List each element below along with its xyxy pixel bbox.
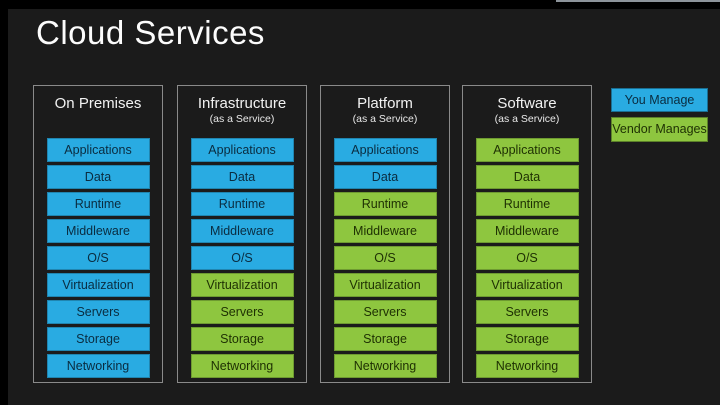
- layer-box: Networking: [475, 354, 579, 378]
- layer-stack: Applications Data Runtime Middleware O/S…: [34, 138, 162, 381]
- column-subtitle: (as a Service): [209, 113, 275, 125]
- column-title: Platform: [357, 95, 413, 112]
- layer-box: Runtime: [190, 192, 294, 216]
- layer-box: Middleware: [475, 219, 579, 243]
- layer-box: Applications: [46, 138, 150, 162]
- layer-box: Servers: [46, 300, 150, 324]
- column-iaas: Infrastructure (as a Service) Applicatio…: [177, 85, 307, 383]
- column-paas: Platform (as a Service) Applications Dat…: [320, 85, 450, 383]
- layer-box: Middleware: [190, 219, 294, 243]
- layer-box: Networking: [46, 354, 150, 378]
- top-black-bar: [0, 0, 720, 9]
- layer-box: Applications: [190, 138, 294, 162]
- legend-vendor-manages: Vendor Manages: [611, 117, 708, 142]
- layer-box: Servers: [475, 300, 579, 324]
- layer-box: Applications: [333, 138, 437, 162]
- legend: You Manage Vendor Manages: [611, 88, 708, 142]
- layer-box: Data: [475, 165, 579, 189]
- layer-box: Data: [333, 165, 437, 189]
- window-edge-highlight: [556, 0, 720, 2]
- layer-box: Middleware: [46, 219, 150, 243]
- column-title: Software: [497, 95, 557, 112]
- layer-box: O/S: [190, 246, 294, 270]
- layer-box: Servers: [333, 300, 437, 324]
- layer-box: Runtime: [46, 192, 150, 216]
- layer-box: Storage: [46, 327, 150, 351]
- layer-stack: Applications Data Runtime Middleware O/S…: [463, 138, 591, 381]
- layer-box: Networking: [190, 354, 294, 378]
- page-title: Cloud Services: [36, 14, 265, 51]
- layer-box: Virtualization: [190, 273, 294, 297]
- legend-you-manage: You Manage: [611, 88, 708, 112]
- layer-box: Runtime: [475, 192, 579, 216]
- column-on-premises: On Premises Applications Data Runtime Mi…: [33, 85, 163, 383]
- column-subtitle: (as a Service): [352, 113, 418, 125]
- layer-box: O/S: [46, 246, 150, 270]
- layer-box: Applications: [475, 138, 579, 162]
- layer-box: Storage: [475, 327, 579, 351]
- column-title: Infrastructure: [197, 95, 287, 112]
- layer-box: Runtime: [333, 192, 437, 216]
- column-title: On Premises: [54, 95, 142, 112]
- layer-box: O/S: [333, 246, 437, 270]
- column-subtitle: [34, 113, 162, 126]
- layer-box: Virtualization: [333, 273, 437, 297]
- layer-box: Data: [46, 165, 150, 189]
- layer-box: Virtualization: [475, 273, 579, 297]
- layer-box: Middleware: [333, 219, 437, 243]
- column-saas: Software (as a Service) Applications Dat…: [462, 85, 592, 383]
- layer-box: Storage: [333, 327, 437, 351]
- layer-box: Storage: [190, 327, 294, 351]
- layer-box: Networking: [333, 354, 437, 378]
- layer-stack: Applications Data Runtime Middleware O/S…: [178, 138, 306, 381]
- layer-stack: Applications Data Runtime Middleware O/S…: [321, 138, 449, 381]
- layer-box: Data: [190, 165, 294, 189]
- layer-box: O/S: [475, 246, 579, 270]
- layer-box: Virtualization: [46, 273, 150, 297]
- layer-box: Servers: [190, 300, 294, 324]
- column-subtitle: (as a Service): [494, 113, 560, 125]
- left-black-bar: [0, 0, 8, 405]
